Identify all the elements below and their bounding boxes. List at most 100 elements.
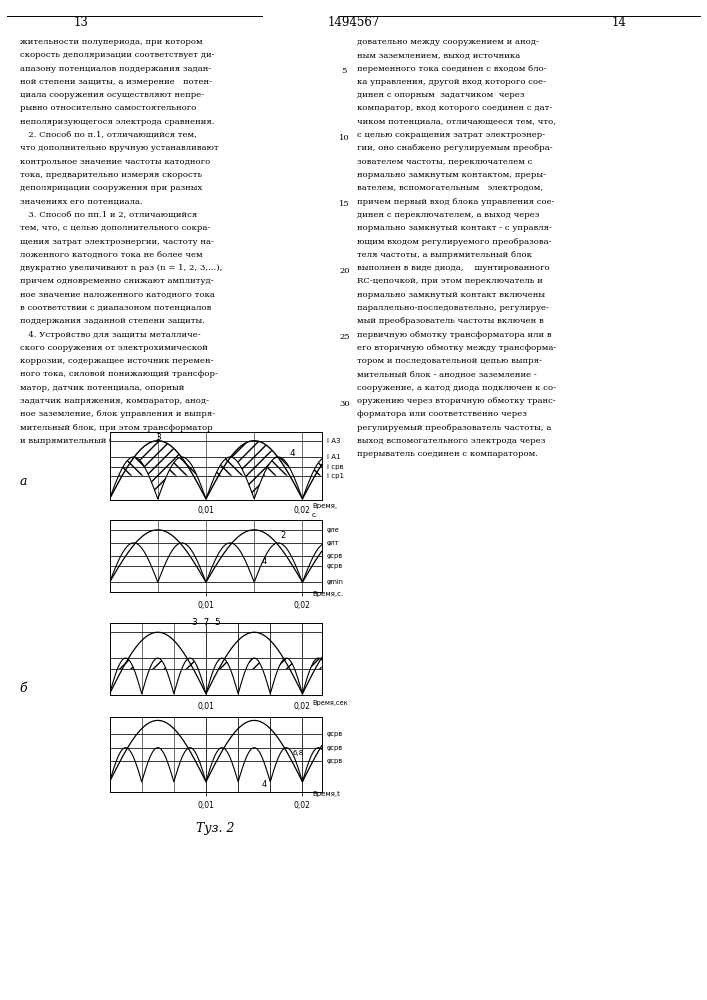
Text: нормально замкнутый контакт включены: нормально замкнутый контакт включены [357, 291, 545, 299]
Text: компаратор, вход которого соединен с дат-: компаратор, вход которого соединен с дат… [357, 104, 552, 112]
Text: φсрв: φсрв [327, 731, 343, 737]
Text: φсрв: φсрв [327, 745, 343, 751]
Text: поддержания заданной степени защиты.: поддержания заданной степени защиты. [20, 317, 205, 325]
Text: значениях его потенциала.: значениях его потенциала. [20, 198, 143, 206]
Text: ющим входом регулируемого преобразова-: ющим входом регулируемого преобразова- [357, 237, 551, 245]
Text: причем одновременно снижают амплитуд-: причем одновременно снижают амплитуд- [20, 277, 214, 285]
Text: 2. Способ по п.1, отличающийся тем,: 2. Способ по п.1, отличающийся тем, [20, 131, 197, 139]
Text: ка управления, другой вход которого сое-: ка управления, другой вход которого сое- [357, 78, 546, 86]
Text: 14: 14 [611, 16, 626, 29]
Text: мый преобразователь частоты включен в: мый преобразователь частоты включен в [357, 317, 544, 325]
Text: выполнен в виде диода,    шунтированного: выполнен в виде диода, шунтированного [357, 264, 550, 272]
Text: вателем, вспомогательным   электродом,: вателем, вспомогательным электродом, [357, 184, 543, 192]
Text: 4. Устройство для защиты металличе-: 4. Устройство для защиты металличе- [20, 331, 200, 339]
Text: RC-цепочкой, при этом переключатель и: RC-цепочкой, при этом переключатель и [357, 277, 543, 285]
Text: i А3: i А3 [327, 438, 340, 444]
Text: тем, что, с целью дополнительного сокра-: тем, что, с целью дополнительного сокра- [20, 224, 210, 232]
Text: его вторичную обмотку между трансформа-: его вторичную обмотку между трансформа- [357, 344, 556, 352]
Text: φлт: φлт [327, 540, 339, 546]
Text: динен с переключателем, а выход через: динен с переключателем, а выход через [357, 211, 539, 219]
Text: φсрв: φсрв [327, 563, 343, 569]
Text: 3. Способ по пп.1 и 2, отличающийся: 3. Способ по пп.1 и 2, отличающийся [20, 211, 197, 219]
Text: 30: 30 [339, 400, 350, 408]
Text: Время,сек: Время,сек [312, 700, 348, 706]
Text: деполярицации сооружения при разных: деполярицации сооружения при разных [20, 184, 202, 192]
Text: зователем частоты, переключателем с: зователем частоты, переключателем с [357, 158, 532, 166]
Text: 5: 5 [341, 67, 347, 75]
Text: оружению через вторичную обмотку транс-: оружению через вторичную обмотку транс- [357, 397, 556, 405]
Text: 1494567: 1494567 [327, 16, 380, 29]
Text: 6,8: 6,8 [293, 750, 304, 756]
Text: мительный блок, при этом трансформатор: мительный блок, при этом трансформатор [20, 424, 213, 432]
Text: i ср1: i ср1 [327, 473, 344, 479]
Text: двукратно увеличивают n раз (n = 1, 2, 3,...),: двукратно увеличивают n раз (n = 1, 2, 3… [20, 264, 222, 272]
Text: прерыватель соединен с компаратором.: прерыватель соединен с компаратором. [357, 450, 538, 458]
Text: выход вспомогательного электрода через: выход вспомогательного электрода через [357, 437, 545, 445]
Text: задатчик напряжения, компаратор, анод-: задатчик напряжения, компаратор, анод- [20, 397, 209, 405]
Text: форматора или соответственно через: форматора или соответственно через [357, 410, 527, 418]
Text: коррозии, содержащее источник перемен-: коррозии, содержащее источник перемен- [20, 357, 214, 365]
Text: циала сооружения осуществляют непре-: циала сооружения осуществляют непре- [20, 91, 204, 99]
Text: ное заземление, блок управления и выпря-: ное заземление, блок управления и выпря- [20, 410, 215, 418]
Text: причем первый вход блока управления сое-: причем первый вход блока управления сое- [357, 198, 554, 206]
Text: Время,с.: Время,с. [312, 591, 344, 597]
Text: 0,02: 0,02 [294, 702, 311, 711]
Text: i А1: i А1 [327, 454, 340, 460]
Text: Τуз. 2: Τуз. 2 [197, 822, 235, 835]
Text: щения затрат электроэнергии, частоту на-: щения затрат электроэнергии, частоту на- [20, 237, 214, 245]
Text: и выпрямительный блок включены после-: и выпрямительный блок включены после- [20, 437, 210, 445]
Text: с.: с. [312, 512, 318, 518]
Text: довательно между сооружением и анод-: довательно между сооружением и анод- [357, 38, 539, 46]
Text: φсрв: φсрв [327, 758, 343, 764]
Text: 4: 4 [261, 557, 267, 566]
Text: φсрв: φсрв [327, 553, 343, 559]
Text: неполяризующегося электрода сравнения.: неполяризующегося электрода сравнения. [20, 118, 214, 126]
Text: в соответствии с диапазоном потенциалов: в соответствии с диапазоном потенциалов [20, 304, 211, 312]
Text: Время,: Время, [312, 503, 337, 509]
Text: 2: 2 [281, 531, 286, 540]
Text: 0,01: 0,01 [197, 702, 214, 711]
Text: чиком потенциала, отличающееся тем, что,: чиком потенциала, отличающееся тем, что, [357, 118, 556, 126]
Text: ным заземлением, выход источника: ным заземлением, выход источника [357, 51, 520, 59]
Text: б: б [20, 682, 28, 695]
Text: 13: 13 [74, 16, 89, 29]
Text: контрольное значение частоты катодного: контрольное значение частоты катодного [20, 158, 210, 166]
Text: 4: 4 [261, 780, 267, 789]
Text: ной степени защиты, а измерение   потен-: ной степени защиты, а измерение потен- [20, 78, 212, 86]
Text: 15: 15 [339, 200, 350, 208]
Text: сооружение, а катод диода подключен к со-: сооружение, а катод диода подключен к со… [357, 384, 556, 392]
Text: скорость деполяризации соответствует ди-: скорость деполяризации соответствует ди- [20, 51, 214, 59]
Text: теля частоты, а выпрямительный блок: теля частоты, а выпрямительный блок [357, 251, 532, 259]
Text: гии, оно снабжено регулируемым преобра-: гии, оно снабжено регулируемым преобра- [357, 144, 553, 152]
Text: жительности полупериода, при котором: жительности полупериода, при котором [20, 38, 202, 46]
Text: динен с опорным  задатчиком  через: динен с опорным задатчиком через [357, 91, 525, 99]
Text: 3  7  5: 3 7 5 [192, 618, 221, 627]
Text: нормально замкнутый контакт - с управля-: нормально замкнутый контакт - с управля- [357, 224, 552, 232]
Text: i срв: i срв [327, 464, 343, 470]
Text: с целью сокращения затрат электроэнер-: с целью сокращения затрат электроэнер- [357, 131, 545, 139]
Text: 0,02: 0,02 [294, 506, 311, 515]
Text: мительный блок - анодное заземление -: мительный блок - анодное заземление - [357, 370, 537, 378]
Text: параллельно-последовательно, регулируе-: параллельно-последовательно, регулируе- [357, 304, 549, 312]
Text: регулируемый преобразователь частоты, а: регулируемый преобразователь частоты, а [357, 424, 551, 432]
Text: φле: φле [327, 527, 339, 533]
Text: матор, датчик потенциала, опорный: матор, датчик потенциала, опорный [20, 384, 184, 392]
Text: φmin: φmin [327, 579, 344, 585]
Text: ного тока, силовой понижающий трансфор-: ного тока, силовой понижающий трансфор- [20, 370, 218, 378]
Text: первичную обмотку трансформатора или в: первичную обмотку трансформатора или в [357, 331, 551, 339]
Text: что дополнительно вручную устанавливают: что дополнительно вручную устанавливают [20, 144, 218, 152]
Text: a: a [20, 475, 28, 488]
Text: апазону потенциалов поддержания задан-: апазону потенциалов поддержания задан- [20, 65, 211, 73]
Text: Время,t: Время,t [312, 791, 340, 797]
Text: тока, предварительно измеряя скорость: тока, предварительно измеряя скорость [20, 171, 202, 179]
Text: рывно относительно самостоятельного: рывно относительно самостоятельного [20, 104, 196, 112]
Text: ное значение наложенного катодного тока: ное значение наложенного катодного тока [20, 291, 215, 299]
Text: нормально замкнутым контактом, преры-: нормально замкнутым контактом, преры- [357, 171, 546, 179]
Text: переменного тока соединен с входом бло-: переменного тока соединен с входом бло- [357, 65, 547, 73]
Text: 3: 3 [155, 433, 160, 442]
Text: тором и последовательной цепью выпря-: тором и последовательной цепью выпря- [357, 357, 542, 365]
Text: 10: 10 [339, 134, 350, 142]
Text: 4: 4 [290, 449, 296, 458]
Text: 20: 20 [339, 267, 349, 275]
Text: 25: 25 [339, 333, 350, 341]
